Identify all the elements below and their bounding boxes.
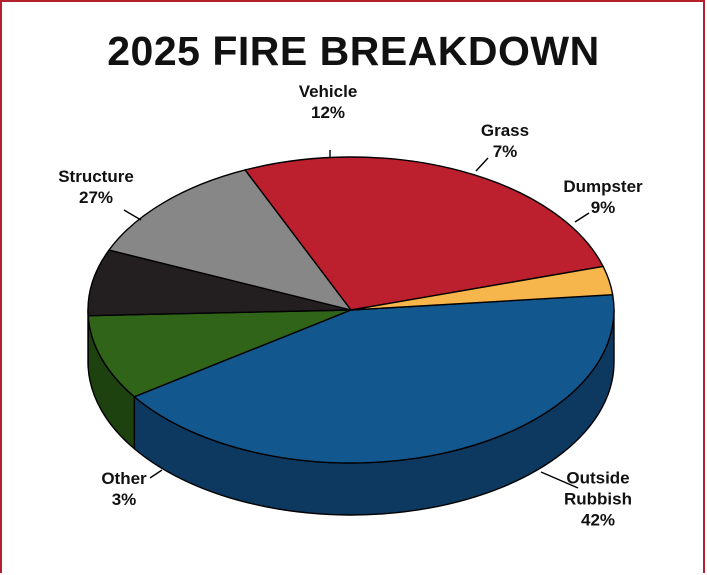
slice-label-value: 7%: [493, 142, 518, 161]
label-leader-1: [574, 212, 590, 223]
slice-labels: Outside Rubbish 42% Dumpster 9% Grass 7% Vehicl…: [58, 82, 643, 530]
chart-title: 2025 FIRE BREAKDOWN: [107, 28, 600, 74]
slice-label-0: Outside Rubbish 42%: [564, 468, 632, 529]
label-leader-5: [149, 469, 163, 479]
pie-slice-1: [87, 309, 352, 398]
slice-label-value: 27%: [79, 188, 113, 207]
slice-label-value: 9%: [591, 198, 616, 217]
slice-label-3: Vehicle 12%: [299, 82, 358, 122]
pie-slices: [87, 156, 615, 464]
slice-label-name: Outside: [566, 468, 629, 487]
slice-label-name: Vehicle: [299, 82, 358, 101]
pie-slice-5: [350, 265, 614, 311]
label-leader-0: [540, 471, 579, 489]
slice-label-5: Other 3%: [101, 469, 147, 509]
slice-label-name: Rubbish: [564, 489, 632, 508]
slice-label-value: 3%: [112, 490, 137, 509]
pie-slice-3: [108, 169, 352, 311]
pie-slice-2: [87, 249, 352, 317]
slice-label-1: Dumpster 9%: [563, 177, 643, 217]
label-leader-2: [475, 157, 489, 172]
slice-label-name: Structure: [58, 167, 134, 186]
slice-label-name: Grass: [481, 121, 529, 140]
label-leader-4: [123, 209, 142, 221]
slice-label-name: Dumpster: [563, 177, 643, 196]
pie-slice-0: [133, 294, 615, 464]
slice-label-4: Structure 27%: [58, 167, 134, 207]
slice-label-name: Other: [101, 469, 147, 488]
pie-slice-4: [244, 156, 604, 311]
slice-label-2: Grass 7%: [481, 121, 529, 161]
slice-label-value: 42%: [581, 510, 615, 529]
slice-label-value: 12%: [311, 103, 345, 122]
label-leaders: [123, 150, 590, 489]
